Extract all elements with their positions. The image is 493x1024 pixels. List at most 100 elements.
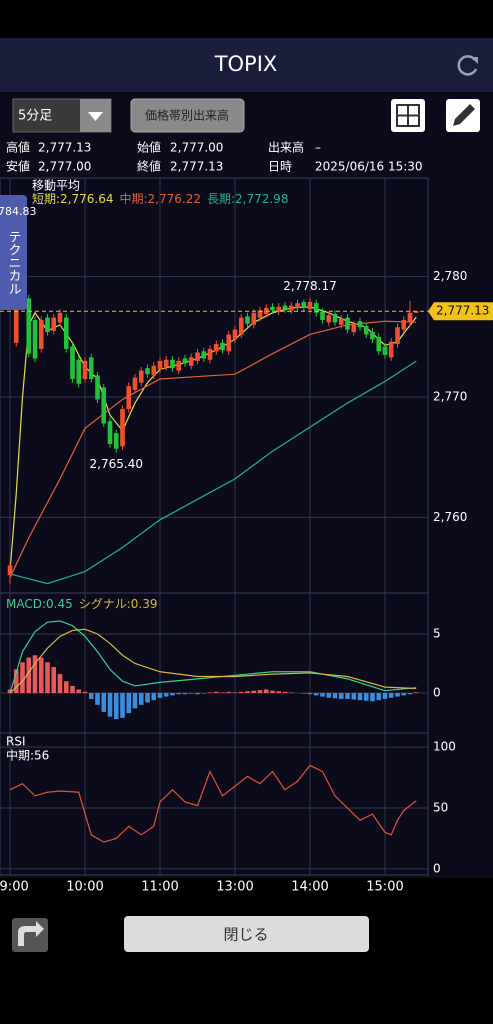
histogram-bar — [401, 693, 407, 696]
candle-body — [132, 377, 138, 390]
candle-body — [395, 327, 400, 345]
candle-body — [213, 344, 219, 352]
x-tick-label: 14:00 — [291, 880, 328, 895]
candle-body — [188, 357, 194, 366]
candle-body — [245, 316, 250, 324]
candle-body — [257, 310, 263, 318]
candle-body — [370, 332, 375, 340]
refresh-button[interactable] — [457, 55, 478, 76]
histogram-bar — [151, 693, 157, 701]
x-tick-label: 10:00 — [66, 880, 103, 895]
histogram-bar — [157, 693, 163, 698]
annotation: 2,778.17 — [283, 279, 336, 293]
header-title: TOPIX — [214, 52, 278, 76]
histogram-bar — [232, 692, 238, 694]
info-value: 2025/06/16 15:30 — [315, 160, 423, 174]
interval-dropdown[interactable]: 5分足 — [12, 98, 112, 133]
histogram-bar — [113, 693, 119, 720]
x-tick-label: 09:00 — [0, 880, 29, 895]
legend-title: 移動平均 — [32, 179, 80, 193]
last-price-label: 2,777.13 — [436, 304, 489, 318]
candle-body — [407, 312, 413, 323]
info-value: 2,777.00 — [170, 141, 223, 155]
candle-body — [151, 365, 157, 376]
candle-body — [238, 317, 244, 335]
technical-tab[interactable]: テクニカル — [0, 195, 27, 310]
close-button[interactable]: 閉じる — [124, 916, 369, 952]
y-tick-label: 2,770 — [433, 390, 467, 404]
histogram-bar — [32, 655, 38, 694]
candle-body — [345, 317, 350, 330]
candle-body — [176, 360, 182, 371]
histogram-bar — [70, 685, 75, 694]
back-button[interactable] — [12, 918, 48, 952]
candle-body — [282, 305, 288, 310]
candle-body — [182, 358, 188, 364]
candle-body — [376, 336, 382, 352]
histogram-bar — [38, 657, 44, 694]
histogram-bar — [301, 693, 307, 694]
last-price-tag — [428, 302, 493, 321]
histogram-bar — [288, 692, 294, 694]
info-value: 2,777.00 — [38, 160, 91, 174]
info-label: 日時 — [268, 160, 292, 174]
histogram-bar — [407, 693, 413, 695]
draw-button[interactable] — [446, 99, 480, 132]
histogram-bar — [320, 693, 325, 697]
volume-profile-button[interactable]: 価格帯別出来高 — [130, 98, 245, 133]
histogram-bar — [257, 690, 263, 694]
candle-body — [101, 387, 107, 424]
candle-body — [413, 311, 419, 313]
chart-frame — [0, 177, 429, 876]
histogram-bar — [351, 693, 357, 700]
candle-body — [70, 346, 75, 379]
info-label: 終値 — [137, 159, 161, 174]
candle-body — [338, 318, 344, 325]
y-tick-label: 2,780 — [433, 269, 467, 283]
histogram-bar — [376, 693, 382, 701]
histogram-bar — [88, 693, 94, 699]
legend: 短期:2,776.64 中期:2,776.22 長期:2,772.98 — [32, 191, 288, 206]
indicator-line — [9, 764, 417, 843]
candle-body — [32, 320, 38, 359]
histogram-bar — [338, 693, 344, 699]
histogram-bar — [101, 693, 107, 712]
histogram-bar — [182, 693, 188, 695]
histogram-bar — [51, 667, 57, 694]
histogram-bar — [195, 693, 200, 695]
histogram-bar — [307, 693, 313, 695]
plot: 2,778.17 2,765.40 — [0, 178, 428, 875]
x-tick-label: 11:00 — [141, 880, 178, 895]
histogram-bar — [13, 669, 19, 694]
legend-entry: MACD:0.45 — [6, 597, 73, 611]
histogram-bar — [126, 693, 132, 714]
histogram-bar — [363, 693, 369, 701]
histogram-bar — [82, 691, 88, 694]
histogram-bar — [326, 693, 332, 698]
candle-body — [120, 409, 125, 447]
histogram-bar — [120, 693, 125, 718]
histogram-bar — [20, 662, 25, 694]
candle-body — [45, 317, 50, 333]
candle-body — [145, 368, 150, 375]
info-label: 高値 — [6, 140, 30, 155]
histogram-bar — [345, 693, 350, 699]
histogram-bar — [107, 693, 113, 717]
histogram-bar — [138, 693, 144, 705]
histogram-bar — [132, 693, 138, 709]
x-tick-label: 13:00 — [216, 880, 253, 895]
histogram-bar — [251, 690, 257, 694]
chart-background — [0, 92, 493, 878]
histogram-bar — [382, 693, 388, 699]
info-label: 出来高 — [268, 140, 304, 155]
histogram-bar — [276, 691, 282, 694]
y-tick-label: 0 — [433, 686, 441, 700]
histogram-bar — [357, 693, 363, 701]
histogram-bar — [370, 693, 375, 702]
candle-body — [107, 421, 113, 444]
layout-button[interactable] — [391, 99, 425, 132]
y-tick-label: 50 — [433, 801, 448, 815]
candle-body — [82, 360, 88, 379]
info-label: 始値 — [137, 140, 161, 155]
histogram-bar — [313, 693, 319, 696]
